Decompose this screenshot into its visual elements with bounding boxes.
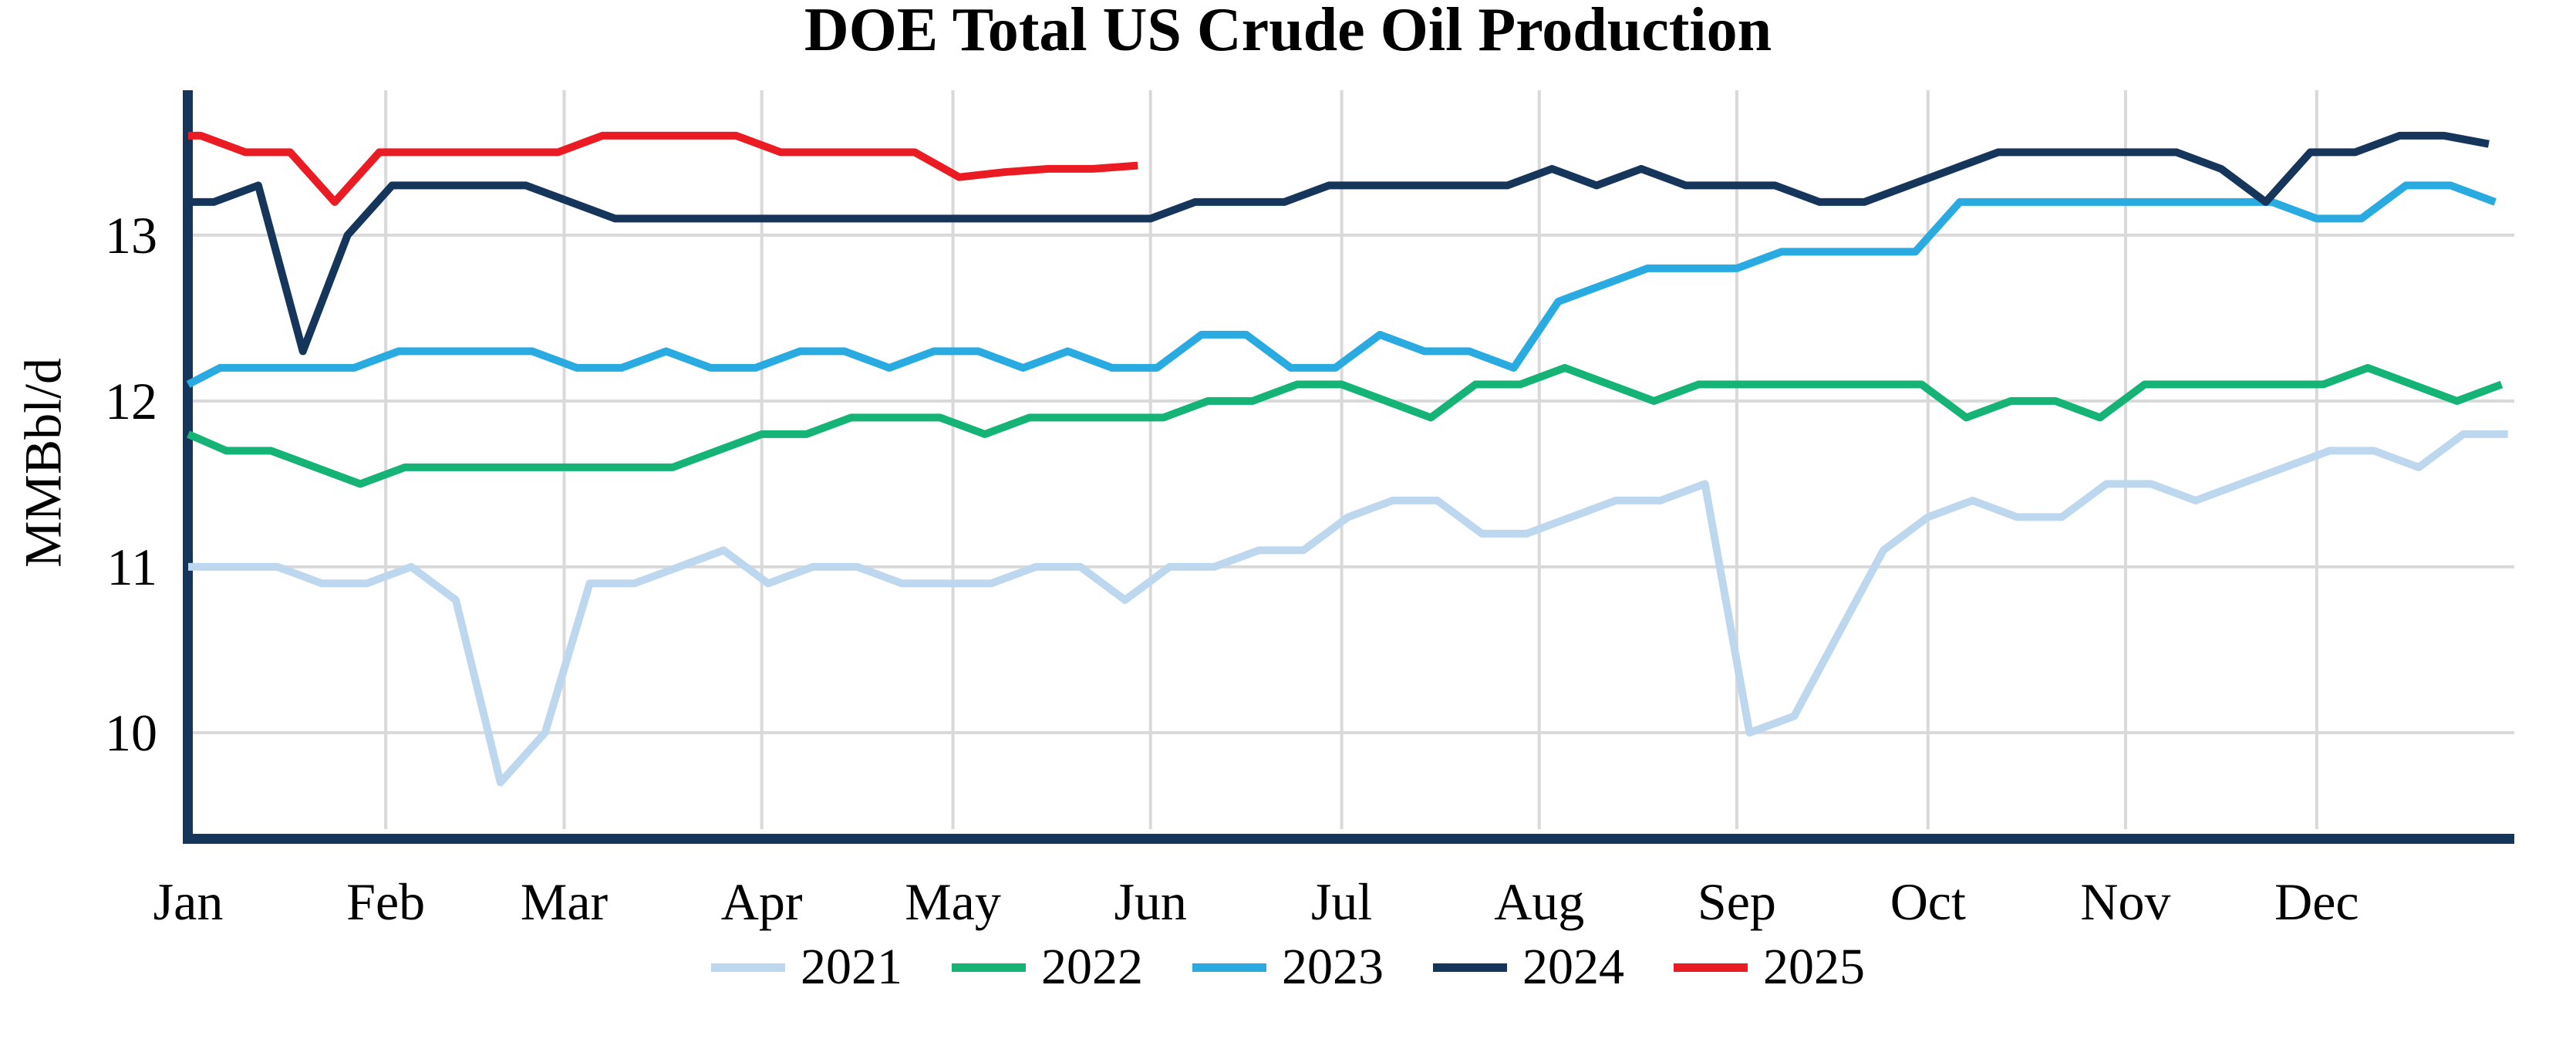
x-tick-label-Apr: Apr <box>721 872 803 931</box>
legend-swatch-2025 <box>1674 963 1748 972</box>
y-tick-label-13: 13 <box>105 206 157 265</box>
y-tick-label-11: 11 <box>107 538 157 596</box>
legend-item-2023: 2023 <box>1192 938 1384 997</box>
y-tick-label-10: 10 <box>105 703 157 762</box>
x-tick-label-Oct: Oct <box>1890 872 1966 931</box>
x-tick-label-Jul: Jul <box>1311 872 1372 931</box>
x-tick-label-Nov: Nov <box>2080 872 2170 931</box>
x-tick-label-Aug: Aug <box>1494 872 1584 931</box>
series-line-2023 <box>186 181 2497 388</box>
chart-legend: 2021 2022 2023 2024 2025 <box>0 938 2576 997</box>
x-tick-label-Dec: Dec <box>2274 872 2359 931</box>
y-tick-label-12: 12 <box>105 372 157 430</box>
series-line-2022 <box>187 363 2504 488</box>
legend-label-2021: 2021 <box>801 939 902 995</box>
chart-title: DOE Total US Crude Oil Production <box>804 0 1772 64</box>
x-tick-label-Feb: Feb <box>346 872 425 931</box>
y-axis-spine <box>183 90 193 844</box>
x-tick-label-Mar: Mar <box>521 872 609 931</box>
legend-item-2022: 2022 <box>952 938 1143 997</box>
legend-item-2021: 2021 <box>711 938 902 997</box>
legend-swatch-2022 <box>952 963 1026 972</box>
x-tick-label-Sep: Sep <box>1698 872 1776 931</box>
y-axis-label: MMBbl/d <box>13 357 72 568</box>
legend-swatch-2021 <box>711 963 785 972</box>
legend-item-2024: 2024 <box>1433 938 1624 997</box>
legend-swatch-2024 <box>1433 963 1507 972</box>
legend-label-2024: 2024 <box>1522 939 1624 995</box>
series-line-2024 <box>188 131 2490 356</box>
x-tick-label-May: May <box>905 872 1001 931</box>
legend-label-2025: 2025 <box>1763 939 1865 995</box>
legend-label-2022: 2022 <box>1041 939 1143 995</box>
x-tick-label-Jan: Jan <box>153 872 224 931</box>
series-line-2025 <box>188 131 1138 206</box>
legend-swatch-2023 <box>1192 963 1266 972</box>
legend-label-2023: 2023 <box>1282 939 1384 995</box>
series-line-2021 <box>188 430 2508 787</box>
legend-item-2025: 2025 <box>1674 938 1865 997</box>
x-tick-label-Jun: Jun <box>1114 872 1186 931</box>
x-axis-spine <box>183 834 2514 844</box>
